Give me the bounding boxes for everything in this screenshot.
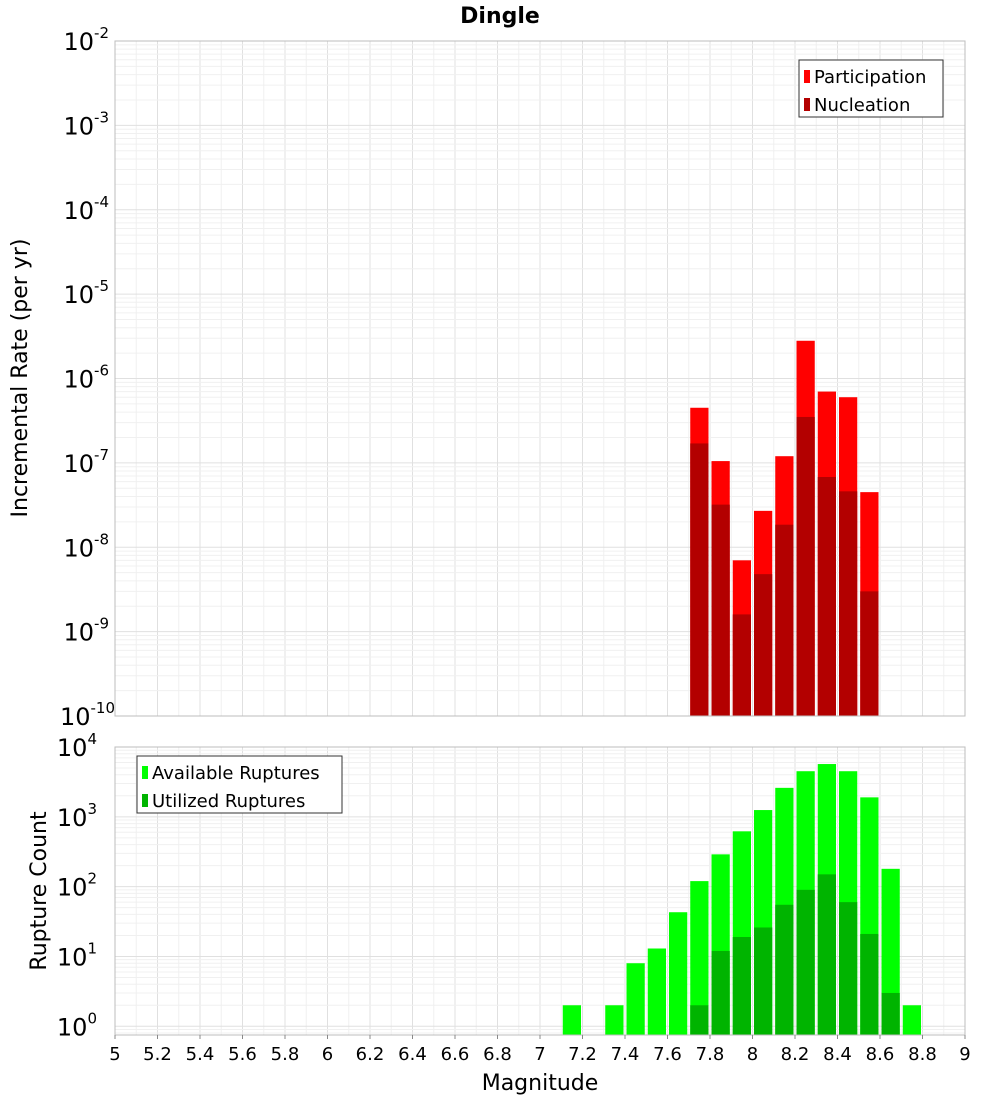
bar-nucleation — [796, 416, 815, 716]
x-axis-label: Magnitude — [482, 1071, 599, 1096]
x-tick-label: 8.6 — [866, 1044, 895, 1065]
bar-available-ruptures — [669, 912, 688, 1035]
x-tick-label: 8 — [747, 1044, 758, 1065]
x-tick-label: 8.4 — [823, 1044, 852, 1065]
top-y-tick-label: 10-5 — [63, 277, 109, 309]
bottom-legend-label: Available Ruptures — [152, 763, 320, 784]
bar-nucleation — [839, 491, 858, 716]
top-legend-swatch — [804, 70, 810, 83]
x-tick-label: 5.6 — [228, 1044, 257, 1065]
x-tick-label: 6.2 — [356, 1044, 385, 1065]
bottom-plot-rupture-count: 100 101 102 103 104 Available Ruptures Utilize… — [57, 730, 971, 1065]
top-legend-box — [798, 59, 944, 118]
bar-nucleation — [711, 504, 730, 716]
x-tick-label: 7.4 — [611, 1044, 640, 1065]
bar-utilized-ruptures — [775, 904, 794, 1035]
bar-utilized-ruptures — [860, 933, 879, 1035]
bar-utilized-ruptures — [711, 950, 730, 1035]
bottom-y-tick-label: 101 — [57, 939, 97, 971]
bottom-y-tick-label: 103 — [57, 800, 97, 832]
top-y-tick-label: 10-6 — [63, 362, 109, 394]
bar-nucleation — [754, 574, 773, 716]
bottom-y-tick-label: 104 — [57, 730, 97, 762]
bar-available-ruptures — [562, 1005, 581, 1035]
bar-nucleation — [817, 477, 836, 716]
bar-nucleation — [690, 443, 709, 716]
bar-utilized-ruptures — [732, 936, 751, 1035]
top-plot-frame — [114, 40, 966, 717]
x-tick-label: 8.8 — [908, 1044, 937, 1065]
chart-title: Dingle — [460, 4, 540, 29]
bar-utilized-ruptures — [817, 874, 836, 1035]
x-tick-label: 8.2 — [781, 1044, 810, 1065]
bottom-y-tick-label: 100 — [57, 1009, 97, 1041]
bar-available-ruptures — [902, 1005, 921, 1035]
bar-nucleation — [860, 591, 879, 716]
top-y-tick-label: 10-3 — [63, 108, 109, 140]
top-y-tick-label: 10-9 — [63, 615, 109, 647]
bottom-legend-box — [136, 755, 343, 814]
x-tick-label: 6.6 — [441, 1044, 470, 1065]
x-tick-label: 5.2 — [143, 1044, 172, 1065]
bottom-legend-swatch — [142, 794, 148, 807]
bottom-y-axis-label: Rupture Count — [27, 811, 52, 971]
top-y-tick-label: 10-2 — [63, 24, 109, 56]
top-y-tick-label: 10-8 — [63, 530, 109, 562]
bottom-y-tick-label: 102 — [57, 870, 97, 902]
x-tick-label: 6.4 — [398, 1044, 427, 1065]
bar-utilized-ruptures — [881, 992, 900, 1035]
x-tick-label: 5.4 — [186, 1044, 215, 1065]
bar-utilized-ruptures — [839, 902, 858, 1035]
x-tick-label: 7 — [534, 1044, 545, 1065]
top-legend-swatch — [804, 98, 810, 111]
bar-available-ruptures — [626, 963, 645, 1035]
bar-nucleation — [732, 614, 751, 716]
x-tick-label: 6 — [322, 1044, 333, 1065]
x-tick-label: 7.2 — [568, 1044, 597, 1065]
top-legend-label: Nucleation — [814, 95, 910, 116]
top-y-tick-label: 10-4 — [63, 193, 109, 225]
bar-available-ruptures — [647, 948, 666, 1035]
top-legend-label: Participation — [814, 67, 926, 88]
x-tick-label: 7.8 — [696, 1044, 725, 1065]
bottom-legend-swatch — [142, 766, 148, 779]
top-y-tick-label: 10-7 — [63, 446, 109, 478]
top-y-axis-label: Incremental Rate (per yr) — [8, 239, 33, 518]
top-plot-incremental-rate: 10-2 10-3 10-4 10-5 10-6 10-7 10-8 10-9 10-10 Par… — [60, 24, 966, 731]
bottom-legend-label: Utilized Ruptures — [152, 791, 305, 812]
x-tick-label: 7.6 — [653, 1044, 682, 1065]
x-tick-label: 6.8 — [483, 1044, 512, 1065]
x-tick-label: 5.8 — [271, 1044, 300, 1065]
x-tick-label: 5 — [109, 1044, 120, 1065]
top-y-tick-label: 10-10 — [60, 699, 115, 731]
bar-utilized-ruptures — [796, 889, 815, 1035]
bar-available-ruptures — [605, 1005, 624, 1035]
x-tick-label: 9 — [959, 1044, 970, 1065]
bar-nucleation — [775, 524, 794, 716]
bar-available-ruptures — [690, 881, 709, 1035]
bar-utilized-ruptures — [754, 927, 773, 1035]
bar-utilized-ruptures — [690, 1005, 709, 1035]
